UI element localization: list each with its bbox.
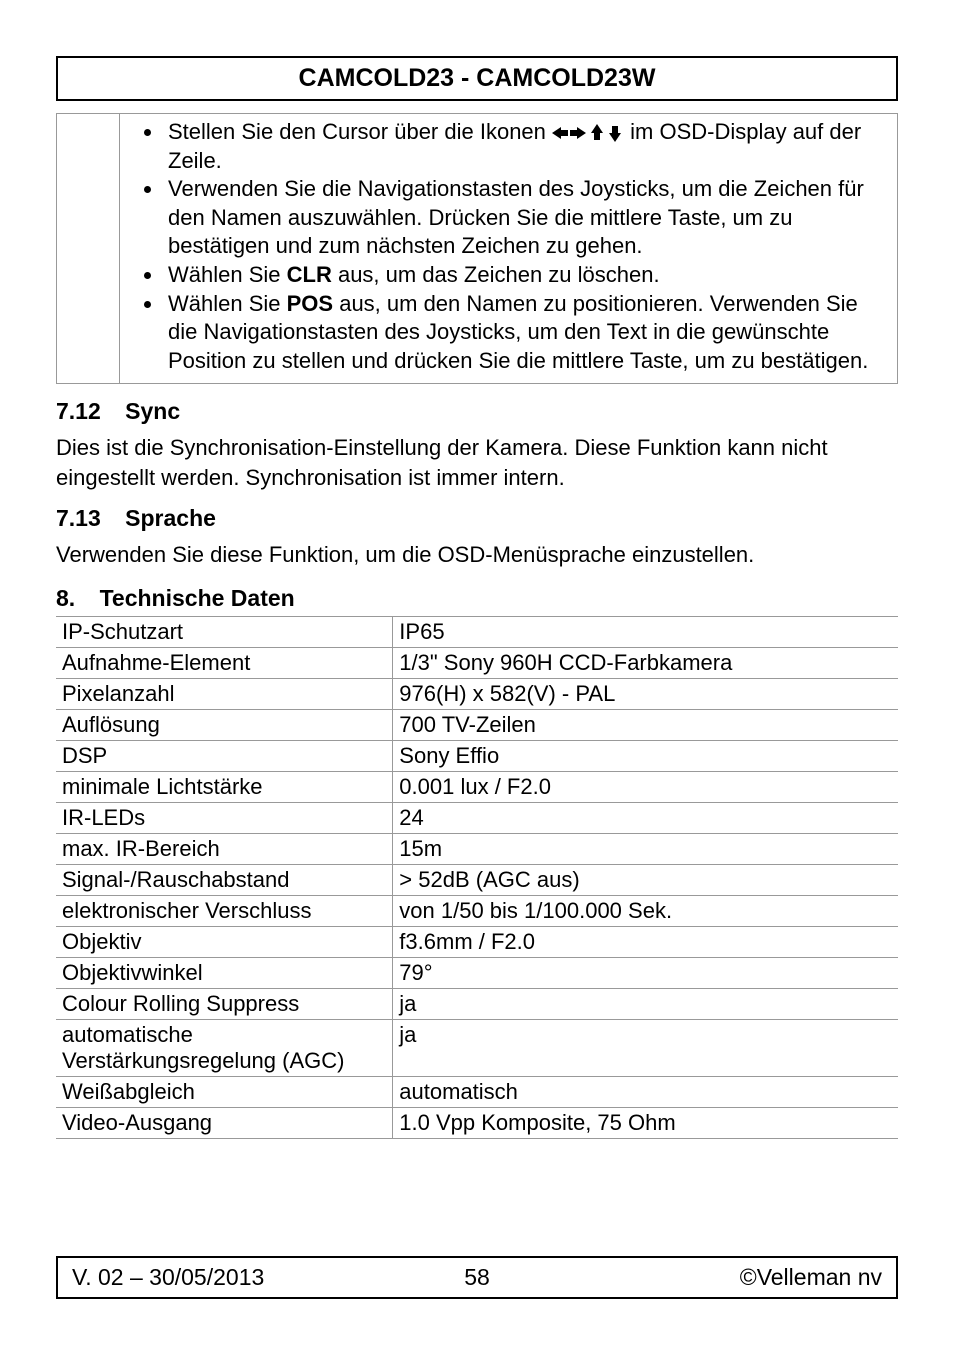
- section-713-body: Verwenden Sie diese Funktion, um die OSD…: [56, 540, 898, 570]
- spec-label: Objektiv: [56, 927, 393, 958]
- list-text-pre: Stellen Sie den Cursor über die Ikonen: [168, 119, 552, 144]
- spec-value: 0.001 lux / F2.0: [393, 772, 898, 803]
- spec-label: max. IR-Bereich: [56, 834, 393, 865]
- list-text-post: aus, um das Zeichen zu löschen.: [332, 262, 660, 287]
- list-text-bold: CLR: [287, 262, 332, 287]
- spec-label: Objektivwinkel: [56, 958, 393, 989]
- spec-value: 1/3" Sony 960H CCD-Farbkamera: [393, 648, 898, 679]
- spec-label: Pixelanzahl: [56, 679, 393, 710]
- table-row: Aufnahme-Element1/3" Sony 960H CCD-Farbk…: [56, 648, 898, 679]
- table-row: automatische Verstärkungsregelung (AGC)j…: [56, 1020, 898, 1077]
- table-row: max. IR-Bereich15m: [56, 834, 898, 865]
- spec-value: 700 TV-Zeilen: [393, 710, 898, 741]
- section-number: 8.: [56, 585, 75, 612]
- list-text-bold: POS: [287, 291, 333, 316]
- list-item: Stellen Sie den Cursor über die Ikonen i…: [164, 118, 887, 175]
- instruction-left-cell: [57, 114, 120, 384]
- document-footer: V. 02 – 30/05/2013 58 ©Velleman nv: [56, 1256, 898, 1299]
- list-item: Wählen Sie CLR aus, um das Zeichen zu lö…: [164, 261, 887, 290]
- list-text: Verwenden Sie die Navigationstasten des …: [168, 176, 864, 258]
- spec-label: IR-LEDs: [56, 803, 393, 834]
- instruction-content-cell: Stellen Sie den Cursor über die Ikonen i…: [120, 114, 898, 384]
- spec-label: DSP: [56, 741, 393, 772]
- spec-value: Sony Effio: [393, 741, 898, 772]
- spec-value: f3.6mm / F2.0: [393, 927, 898, 958]
- section-title: Sync: [125, 398, 180, 425]
- spec-label: Signal-/Rauschabstand: [56, 865, 393, 896]
- spec-label: automatische Verstärkungsregelung (AGC): [56, 1020, 393, 1077]
- spec-value: 976(H) x 582(V) - PAL: [393, 679, 898, 710]
- section-title: Sprache: [125, 505, 216, 532]
- footer-page-number: 58: [464, 1264, 490, 1291]
- table-row: IP-SchutzartIP65: [56, 617, 898, 648]
- list-text-pre: Wählen Sie: [168, 262, 287, 287]
- spec-label: Video-Ausgang: [56, 1108, 393, 1139]
- list-item: Verwenden Sie die Navigationstasten des …: [164, 175, 887, 261]
- spec-label: Weißabgleich: [56, 1077, 393, 1108]
- table-row: elektronischer Verschlussvon 1/50 bis 1/…: [56, 896, 898, 927]
- table-row: Objektivf3.6mm / F2.0: [56, 927, 898, 958]
- header-title: CAMCOLD23 - CAMCOLD23W: [299, 64, 656, 92]
- spec-label: elektronischer Verschluss: [56, 896, 393, 927]
- table-row: Auflösung700 TV-Zeilen: [56, 710, 898, 741]
- spec-value: 1.0 Vpp Komposite, 75 Ohm: [393, 1108, 898, 1139]
- footer-version: V. 02 – 30/05/2013: [72, 1264, 264, 1291]
- arrow-icons: [552, 119, 624, 144]
- section-number: 7.12: [56, 398, 101, 425]
- table-row: IR-LEDs24: [56, 803, 898, 834]
- table-row: Objektivwinkel79°: [56, 958, 898, 989]
- spec-value: > 52dB (AGC aus): [393, 865, 898, 896]
- document-header: CAMCOLD23 - CAMCOLD23W: [56, 56, 898, 101]
- table-row: minimale Lichtstärke0.001 lux / F2.0: [56, 772, 898, 803]
- list-item: Wählen Sie POS aus, um den Namen zu posi…: [164, 290, 887, 376]
- instruction-list: Stellen Sie den Cursor über die Ikonen i…: [130, 118, 887, 375]
- spec-value: ja: [393, 989, 898, 1020]
- spec-label: Colour Rolling Suppress: [56, 989, 393, 1020]
- spec-value: 79°: [393, 958, 898, 989]
- footer-copyright: ©Velleman nv: [740, 1264, 882, 1291]
- spec-label: Auflösung: [56, 710, 393, 741]
- spec-value: automatisch: [393, 1077, 898, 1108]
- section-713-heading: 7.13 Sprache: [56, 505, 898, 532]
- section-712-heading: 7.12 Sync: [56, 398, 898, 425]
- list-text-pre: Wählen Sie: [168, 291, 287, 316]
- section-title: Technische Daten: [100, 585, 295, 612]
- section-number: 7.13: [56, 505, 101, 532]
- section-712-body: Dies ist die Synchronisation-Einstellung…: [56, 433, 898, 492]
- table-row: Video-Ausgang1.0 Vpp Komposite, 75 Ohm: [56, 1108, 898, 1139]
- section-8-heading: 8. Technische Daten: [56, 585, 898, 617]
- table-row: DSPSony Effio: [56, 741, 898, 772]
- table-row: Colour Rolling Suppressja: [56, 989, 898, 1020]
- spec-table: IP-SchutzartIP65Aufnahme-Element1/3" Son…: [56, 617, 898, 1139]
- spec-label: IP-Schutzart: [56, 617, 393, 648]
- spec-label: Aufnahme-Element: [56, 648, 393, 679]
- spec-value: von 1/50 bis 1/100.000 Sek.: [393, 896, 898, 927]
- spec-label: minimale Lichtstärke: [56, 772, 393, 803]
- spec-value: IP65: [393, 617, 898, 648]
- instruction-table: Stellen Sie den Cursor über die Ikonen i…: [56, 113, 898, 384]
- spec-value: 15m: [393, 834, 898, 865]
- table-row: Pixelanzahl976(H) x 582(V) - PAL: [56, 679, 898, 710]
- table-row: Weißabgleichautomatisch: [56, 1077, 898, 1108]
- spec-value: ja: [393, 1020, 898, 1077]
- spec-value: 24: [393, 803, 898, 834]
- table-row: Signal-/Rauschabstand> 52dB (AGC aus): [56, 865, 898, 896]
